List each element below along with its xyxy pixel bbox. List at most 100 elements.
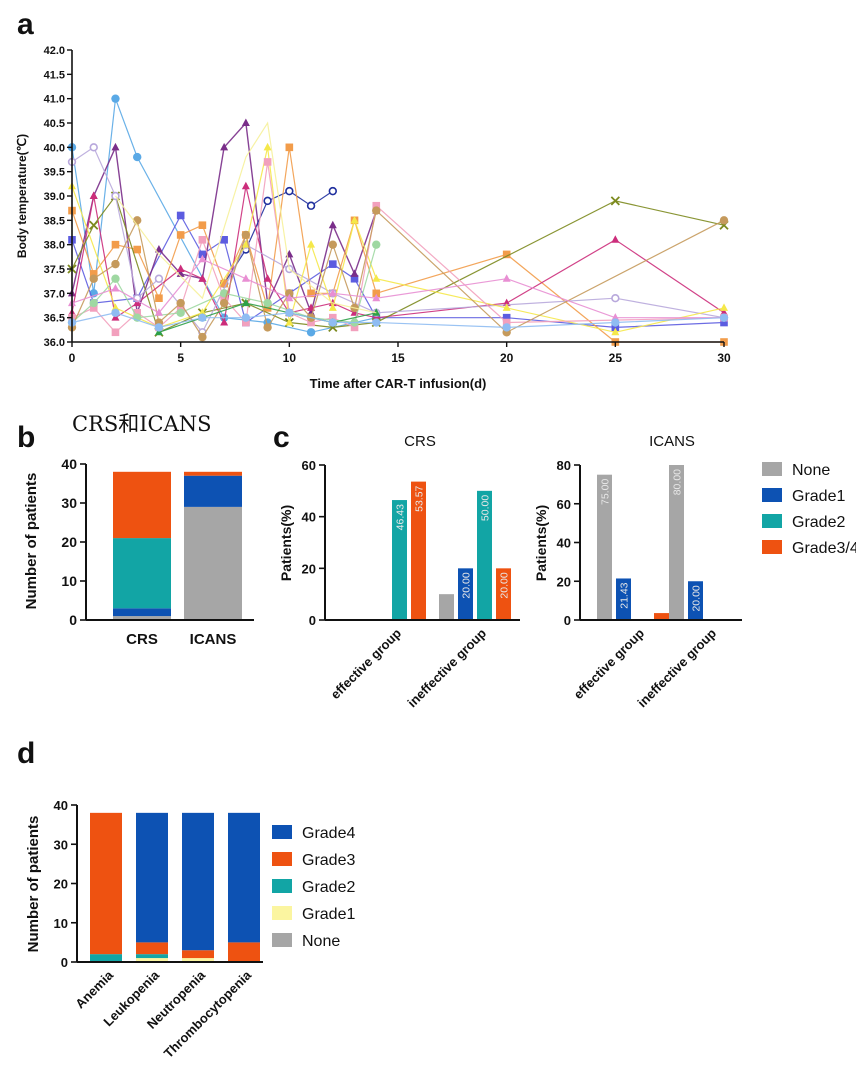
c1-bar-grade1 bbox=[458, 568, 473, 620]
data-point-p9 bbox=[350, 215, 359, 224]
data-point-p12 bbox=[241, 230, 251, 240]
data-point-p12 bbox=[328, 240, 337, 249]
data-point-p10 bbox=[176, 304, 185, 312]
bar-anemia-grade2 bbox=[90, 954, 122, 962]
temperature-line-p2 bbox=[71, 214, 725, 329]
bar-icans-grade3-4 bbox=[184, 471, 242, 476]
data-point-p6 bbox=[176, 264, 185, 272]
data-point-p15 bbox=[154, 323, 164, 332]
a-y-tick-label: 38.0 bbox=[44, 240, 65, 252]
c-legend-label: None bbox=[792, 462, 830, 479]
a-x-axis-title: Time after CAR-T infusion(d) bbox=[310, 376, 487, 391]
c1-bar-grade2 bbox=[392, 500, 407, 620]
data-point-p8 bbox=[89, 143, 98, 152]
d-legend: Grade4 Grade3 Grade2 Grade1 None bbox=[272, 825, 355, 950]
c1-chart-title: CRS bbox=[404, 433, 436, 450]
data-point-p6 bbox=[611, 235, 620, 243]
c2-category-label: effective group bbox=[571, 625, 648, 702]
a-ticks: 36.0 36.5 37.0 37.5 38.0 38.5 39.0 39.5 40.0 40.5… bbox=[44, 45, 731, 365]
c2-y-tick-label: 60 bbox=[557, 497, 571, 512]
data-point-p5 bbox=[502, 250, 511, 259]
data-point-p15 bbox=[611, 318, 620, 327]
data-point-p14 bbox=[372, 293, 381, 302]
data-point-p4 bbox=[263, 196, 272, 206]
b-ticks: 0 10 20 30 40 bbox=[61, 456, 86, 628]
c2-y-tick-label: 40 bbox=[557, 536, 571, 551]
c2-data-label: 21.43 bbox=[619, 582, 631, 608]
data-point-p15 bbox=[372, 318, 381, 327]
data-point-p14 bbox=[198, 254, 207, 263]
c2-bar-grade1 bbox=[688, 581, 703, 620]
data-point-p7 bbox=[89, 220, 99, 230]
c2-category-label: ineffective group bbox=[634, 625, 719, 710]
c1-y-tick-label: 0 bbox=[309, 613, 316, 628]
data-point-p14 bbox=[241, 274, 250, 282]
bar-crs-none bbox=[113, 616, 171, 620]
d-legend-swatch-grade3 bbox=[272, 852, 292, 866]
data-point-p9 bbox=[285, 318, 294, 326]
temperature-line-p16 bbox=[115, 121, 377, 314]
panel-b-crs-icans-chart: CRS和ICANS CRS ICANS 0 10 20 30 40 Number of p… bbox=[23, 412, 254, 648]
data-point-p6 bbox=[263, 274, 272, 282]
panel-label-b: b bbox=[17, 421, 35, 454]
c2-bar-grade1 bbox=[616, 578, 631, 620]
data-point-p10 bbox=[220, 294, 228, 302]
panel-c-group-comparison-charts: CRS 46.43 53.57 effective group 20.00 50.00 2… bbox=[278, 433, 856, 710]
data-point-p9 bbox=[372, 274, 381, 282]
a-y-tick-label: 37.0 bbox=[44, 288, 65, 300]
data-point-p6 bbox=[198, 274, 207, 282]
data-point-p5 bbox=[133, 245, 141, 254]
data-point-p9 bbox=[307, 240, 316, 248]
c-legend-swatch-grade2 bbox=[762, 514, 782, 528]
data-point-p12 bbox=[89, 274, 98, 283]
c2-y-tick-label: 80 bbox=[557, 458, 571, 473]
a-x-tick-label: 5 bbox=[177, 351, 184, 365]
data-point-p10 bbox=[329, 313, 337, 322]
data-point-p4 bbox=[285, 186, 294, 196]
data-point-p10 bbox=[263, 158, 272, 166]
a-x-tick-label: 25 bbox=[609, 351, 623, 365]
a-y-tick-label: 40.0 bbox=[44, 142, 65, 154]
b-y-axis-title: Number of patients bbox=[23, 473, 40, 610]
b-y-tick-label: 10 bbox=[61, 573, 77, 589]
d-legend-swatch-grade1 bbox=[272, 906, 292, 920]
data-point-p9 bbox=[611, 327, 620, 336]
a-y-axis-title: Body temperature(℃) bbox=[15, 134, 29, 258]
data-point-p1 bbox=[306, 328, 316, 337]
data-point-p2 bbox=[329, 260, 337, 268]
c1-y-tick-label: 20 bbox=[302, 561, 316, 576]
c2-y-tick-label: 0 bbox=[564, 613, 571, 628]
c2-data-label: 20.00 bbox=[691, 585, 703, 611]
a-x-tick-label: 15 bbox=[391, 351, 405, 365]
data-point-p10 bbox=[198, 236, 207, 244]
a-y-tick-label: 42.0 bbox=[44, 45, 65, 57]
data-point-p2 bbox=[176, 211, 185, 220]
bar-leukopenia-grade1 bbox=[136, 958, 168, 962]
c1-data-label: 50.00 bbox=[480, 495, 492, 521]
data-point-p12 bbox=[372, 206, 381, 215]
data-point-p13 bbox=[241, 298, 250, 307]
c1-data-label: 20.00 bbox=[461, 572, 473, 598]
data-point-p2 bbox=[720, 318, 728, 327]
c2-ticks: 0 20 40 60 80 bbox=[557, 458, 580, 628]
data-point-p11 bbox=[372, 240, 381, 249]
a-y-tick-label: 41.5 bbox=[44, 69, 65, 81]
c2-chart-title: ICANS bbox=[649, 433, 695, 450]
data-point-p10 bbox=[502, 318, 511, 327]
data-point-p14 bbox=[502, 274, 511, 282]
data-point-p14 bbox=[611, 313, 620, 321]
data-point-p11 bbox=[111, 274, 120, 283]
data-point-p10 bbox=[89, 304, 98, 312]
c1-data-label: 46.43 bbox=[395, 504, 407, 530]
c-legend-swatch-grade3-4 bbox=[762, 540, 782, 554]
a-y-tick-label: 38.5 bbox=[44, 215, 65, 227]
bar-anemia-grade3 bbox=[90, 812, 122, 955]
data-point-p11 bbox=[176, 308, 185, 317]
temperature-line-p6 bbox=[71, 186, 725, 325]
bar-crs-grade3-4 bbox=[113, 471, 171, 539]
data-point-p6 bbox=[220, 318, 229, 326]
b-y-tick-label: 20 bbox=[61, 534, 77, 550]
c1-bar-grade2 bbox=[477, 490, 492, 620]
b-y-tick-label: 30 bbox=[61, 495, 77, 511]
bar-crs-grade2 bbox=[113, 538, 171, 609]
